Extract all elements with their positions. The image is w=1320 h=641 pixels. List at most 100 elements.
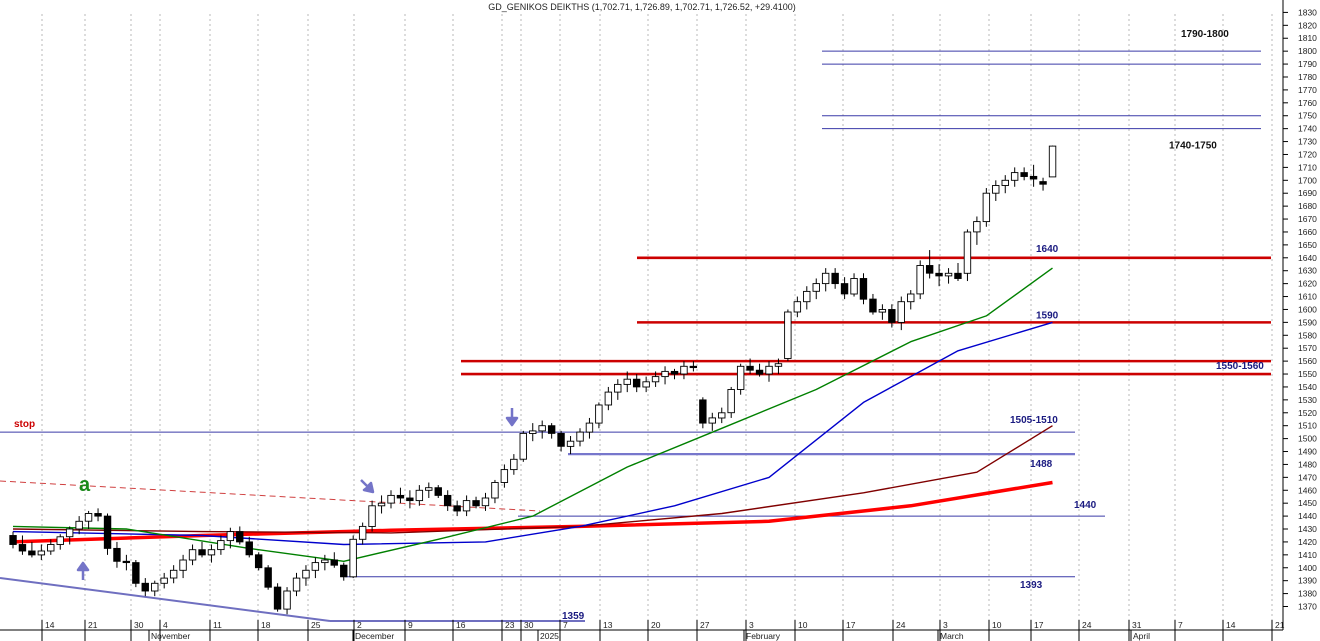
price-tick-label: 1760 <box>1298 98 1317 108</box>
candle-body-down <box>954 272 962 279</box>
candle <box>472 496 480 509</box>
candle <box>1001 175 1009 194</box>
candle <box>245 536 253 558</box>
level-label: 1505-1510 <box>1010 415 1058 426</box>
price-tick-label: 1660 <box>1298 227 1317 237</box>
candle-body-up <box>878 309 887 313</box>
annotation-label: a <box>79 474 91 496</box>
candle-body-up <box>727 389 735 414</box>
candle <box>9 531 17 549</box>
candle-body-up <box>415 489 424 502</box>
candle <box>415 485 424 506</box>
price-tick-label: 1680 <box>1298 201 1317 211</box>
candle <box>103 513 112 555</box>
candle <box>736 363 745 395</box>
date-tick-label: 18 <box>261 620 271 630</box>
candle <box>349 535 357 579</box>
price-tick-label: 1550 <box>1298 369 1317 379</box>
price-tick-label: 1700 <box>1298 175 1317 185</box>
candle <box>47 539 55 555</box>
candle-body-down <box>330 559 338 566</box>
candle-body-down <box>869 298 877 313</box>
date-tick-label: 14 <box>1226 620 1236 630</box>
candle <box>377 495 386 514</box>
candle <box>840 277 849 300</box>
price-tick-label: 1400 <box>1298 563 1317 573</box>
candle <box>1010 167 1019 187</box>
candle <box>481 492 490 511</box>
candle-body-up <box>321 559 329 564</box>
candle <box>576 428 584 447</box>
candle <box>888 304 896 328</box>
candle-body-up <box>963 231 972 274</box>
candle <box>1029 164 1038 187</box>
candle-body-up <box>595 404 603 424</box>
candle <box>925 250 934 279</box>
candle <box>765 361 773 382</box>
date-tick-label: 13 <box>603 620 613 630</box>
candle-body-down <box>434 487 442 496</box>
candle <box>491 479 499 504</box>
candle-body-up <box>821 272 830 285</box>
up-arrow-icon <box>76 561 90 580</box>
candle <box>292 572 301 597</box>
candle <box>595 402 603 429</box>
candle <box>973 216 981 245</box>
candle-body-up <box>812 283 820 292</box>
price-tick-label: 1570 <box>1298 343 1317 353</box>
level-label: 1550-1560 <box>1216 361 1264 372</box>
candle <box>935 264 943 287</box>
level-label: 1488 <box>1030 459 1053 470</box>
price-tick-label: 1450 <box>1298 498 1317 508</box>
diagonal-arrow-icon <box>360 479 375 494</box>
candle-body-down <box>245 541 253 556</box>
candle <box>803 286 811 310</box>
month-label: April <box>1133 631 1150 641</box>
date-tick-label: 2 <box>357 620 362 630</box>
candle <box>670 368 679 380</box>
candle-body-up <box>75 520 83 530</box>
candle-body-down <box>831 272 839 285</box>
candle <box>254 552 263 571</box>
candle <box>821 268 830 292</box>
candle <box>113 541 121 568</box>
level-label: 1640 <box>1036 244 1059 255</box>
candle-body-up <box>37 550 46 556</box>
candle-body-up <box>916 265 924 295</box>
candle <box>425 482 433 499</box>
candle-body-up <box>481 497 490 507</box>
support-resistance-levels: 1640 1590 1550-1560 1505-1510 1488 1440 1393 17… <box>0 29 1271 591</box>
candles <box>9 145 1057 615</box>
candle-body-up <box>377 502 386 507</box>
candle-body-up <box>179 559 187 571</box>
candle <box>755 363 764 377</box>
candle-body-up <box>614 383 622 393</box>
moving-averages <box>12 267 1053 562</box>
candle-body-down <box>94 513 102 517</box>
candle-body-up <box>576 431 584 442</box>
date-tick-label: 3 <box>749 620 754 630</box>
candle <box>169 565 178 584</box>
candle <box>122 554 131 571</box>
candle <box>28 541 36 558</box>
price-tick-label: 1420 <box>1298 537 1317 547</box>
candle <box>84 510 93 530</box>
candle-body-down <box>443 494 452 507</box>
candle <box>689 361 698 372</box>
candle <box>812 278 820 300</box>
chart-title: GD_GENIKOS DEIKTHS (1,702.71, 1,726.89, … <box>488 2 795 12</box>
candle <box>179 554 187 579</box>
candle-body-up <box>585 422 594 433</box>
candle <box>65 526 74 545</box>
price-tick-label: 1630 <box>1298 266 1317 276</box>
candle-body-up <box>718 412 726 419</box>
candle <box>859 273 868 305</box>
candle-body-down <box>9 535 17 545</box>
candle-body-down <box>840 283 849 295</box>
date-tick-label: 25 <box>311 620 321 630</box>
candle-body-up <box>358 525 367 540</box>
candle-body-up <box>217 540 225 551</box>
candle-body-up <box>84 513 93 522</box>
candle <box>869 293 877 315</box>
